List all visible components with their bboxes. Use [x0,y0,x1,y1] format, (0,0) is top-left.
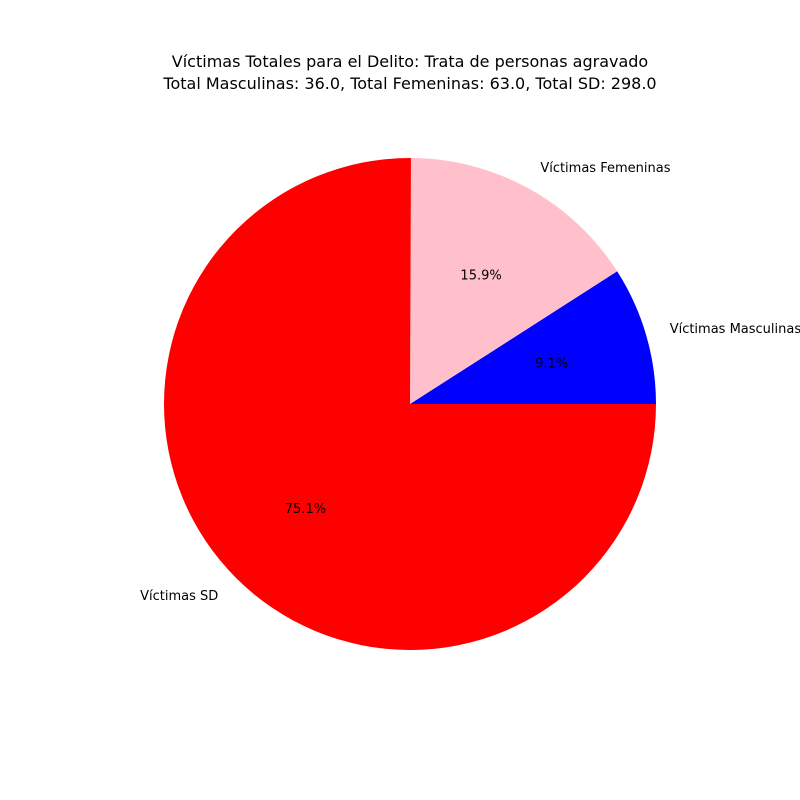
slice-percent-1: 15.9% [460,269,501,284]
pie-slice-0 [410,271,656,404]
chart-title-line-2: Total Masculinas: 36.0, Total Femeninas:… [162,74,656,93]
chart-title-line-1: Víctimas Totales para el Delito: Trata d… [172,52,648,71]
pie-slice-1 [410,158,618,404]
slice-percent-0: 9.1% [535,357,568,372]
slice-label-1: Víctimas Femeninas [540,161,670,176]
slice-percent-2: 75.1% [285,502,326,517]
pie-slice-2 [163,158,657,651]
slice-label-0: Víctimas Masculinas [670,322,800,337]
slice-label-2: Víctimas SD [140,589,218,604]
